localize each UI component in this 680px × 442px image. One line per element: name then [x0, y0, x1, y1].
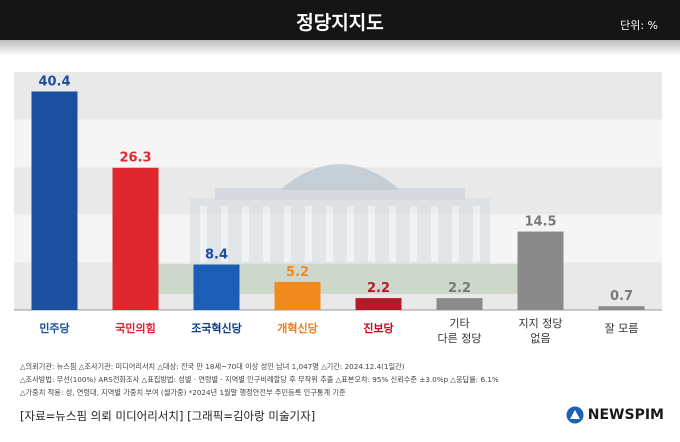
building-roof [215, 188, 465, 200]
building-column [242, 206, 249, 262]
building-column [284, 206, 291, 262]
bar [517, 231, 564, 310]
building-column [473, 206, 480, 262]
value-label: 26.3 [119, 151, 151, 166]
party-logo-label: 국민의힘 [115, 321, 155, 335]
party-logo-label: 진보당 [363, 321, 393, 335]
source-credit: [자료=뉴스핌 의뢰 미디어리서치] [그래픽=김아랑 미술기자] [20, 409, 316, 423]
grid-band [14, 119, 662, 168]
value-label: 5.2 [286, 265, 309, 280]
bar-chart: 40.4 민주당 26.3 국민의힘 8.4 조국혁신당 5.2 개혁신당 2.2 진보당 2.2 기… [14, 72, 662, 345]
party-logo-label: 조국혁신당 [191, 321, 242, 335]
party-logo-label: 개혁신당 [277, 321, 317, 335]
bar [112, 167, 159, 310]
category-label: 잘 모름 [605, 322, 639, 335]
category-label: 없음 [530, 332, 550, 345]
building-column [305, 206, 312, 262]
bar [274, 281, 321, 310]
building-column [410, 206, 417, 262]
brand-name: NEWSPIM [587, 407, 664, 423]
building-column [263, 206, 270, 262]
grid-band [14, 72, 662, 120]
note-line: △가중치 적용: 성, 연령대, 지역별 가중치 부여 (셀가중) *2024년… [20, 388, 346, 397]
newspim-logo-icon [566, 406, 584, 424]
category-label: 지지 정당 [519, 317, 563, 330]
bar [31, 91, 78, 310]
building-column [431, 206, 438, 262]
building-column [347, 206, 354, 262]
unit-label: 단위: % [620, 19, 658, 32]
assembly-building-illustration [150, 164, 530, 294]
building-column [452, 206, 459, 262]
value-label: 2.2 [367, 281, 390, 296]
category-label: 다른 정당 [438, 332, 482, 345]
building-column [326, 206, 333, 262]
note-line: △조사방법: 무선(100%) ARS전화조사 △표집방법: 성별 · 연령별 … [20, 375, 499, 384]
building-column [368, 206, 375, 262]
header-bar: 정당지지도 단위: % [0, 0, 680, 40]
building-body [190, 198, 490, 266]
building-column [389, 206, 396, 262]
bar [436, 298, 483, 310]
party-logo-label: 민주당 [39, 321, 69, 335]
value-label: 14.5 [524, 215, 556, 230]
bar [355, 298, 402, 310]
value-label: 8.4 [205, 248, 228, 263]
bar [193, 264, 240, 310]
page-title: 정당지지도 [296, 12, 384, 34]
category-label: 기타 [449, 317, 469, 330]
value-label: 2.2 [448, 281, 471, 296]
building-column [221, 206, 228, 262]
building-column [200, 206, 207, 262]
header-shadow [0, 40, 680, 56]
survey-notes: △의뢰기관: 뉴스핌 △조사기관: 미디어리서치 △대상: 전국 만 18세~7… [20, 360, 670, 399]
bar [598, 306, 645, 310]
value-label: 40.4 [38, 74, 70, 89]
note-line: △의뢰기관: 뉴스핌 △조사기관: 미디어리서치 △대상: 전국 만 18세~7… [20, 362, 405, 371]
value-label: 0.7 [610, 289, 633, 304]
newspim-brand: NEWSPIM [566, 406, 664, 424]
building-dome [280, 164, 400, 190]
